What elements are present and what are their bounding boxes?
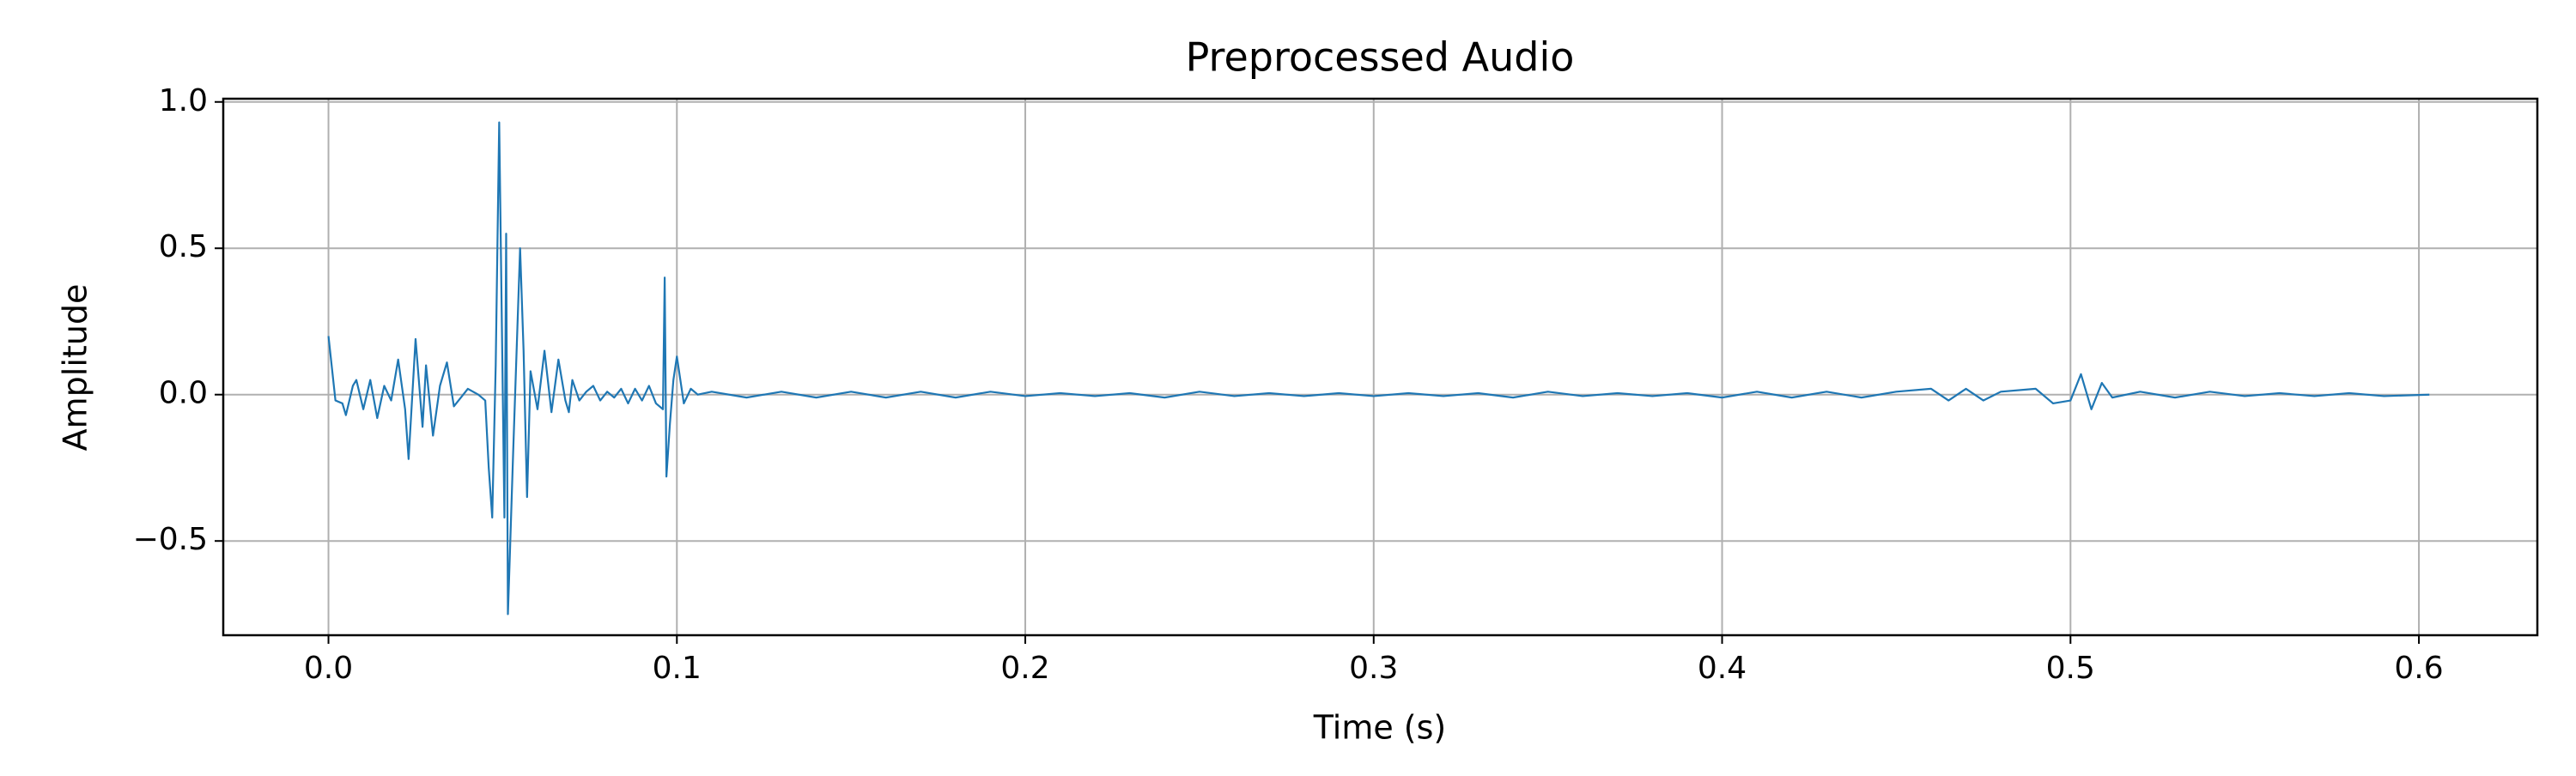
plot-frame	[222, 97, 2539, 637]
x-tick-label: 0.5	[2046, 651, 2095, 686]
x-tick-label: 0.6	[2394, 651, 2443, 686]
x-tick-label: 0.0	[304, 651, 353, 686]
y-tick-label: −0.5	[133, 522, 208, 557]
x-tick-label: 0.1	[653, 651, 702, 686]
waveform-line	[327, 121, 2430, 615]
y-tick-label: 0.5	[159, 229, 208, 264]
y-tick-label: 0.0	[159, 376, 208, 411]
x-axis-label: Time (s)	[1313, 709, 1447, 747]
x-tick-label: 0.3	[1349, 651, 1398, 686]
chart-title: Preprocessed Audio	[1186, 34, 1575, 81]
x-tick-label: 0.4	[1698, 651, 1747, 686]
y-tick-label: 1.0	[159, 83, 208, 118]
x-tick-label: 0.2	[1000, 651, 1049, 686]
y-axis-label: Amplitude	[57, 284, 94, 452]
